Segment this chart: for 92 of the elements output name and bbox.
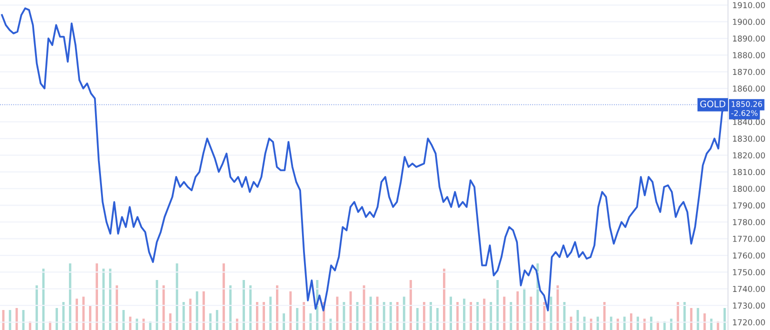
bar	[56, 308, 58, 330]
y-tick-label: 1740.00	[733, 286, 765, 292]
bar	[596, 316, 599, 330]
y-tick-label: 1840.00	[733, 118, 765, 126]
bar	[543, 302, 546, 330]
bar	[430, 302, 432, 330]
bar	[349, 291, 352, 330]
y-tick-label: 1770.00	[733, 236, 765, 242]
bar	[656, 321, 660, 330]
bar	[703, 313, 706, 330]
bar	[296, 308, 298, 330]
bar	[129, 316, 132, 330]
y-tick-label: 1860.00	[733, 86, 765, 92]
y-tick-label: 1790.00	[733, 202, 765, 208]
bar	[723, 308, 726, 330]
bar	[242, 280, 245, 330]
bar	[282, 313, 286, 330]
y-tick-label: 1820.00	[733, 152, 765, 158]
bar	[470, 302, 472, 330]
bar	[490, 302, 492, 330]
bar	[556, 285, 559, 330]
bar	[376, 296, 379, 330]
bar	[616, 318, 619, 330]
y-tick-label: 1780.00	[733, 219, 765, 226]
bar	[516, 291, 519, 330]
y-tick-label: 1760.00	[733, 252, 765, 259]
bar	[356, 302, 358, 330]
bar	[610, 316, 612, 330]
bar	[422, 302, 426, 330]
bar	[450, 296, 452, 330]
bar	[262, 302, 265, 330]
y-tick-label: 1830.00	[733, 136, 765, 142]
y-tick-label: 1720.00	[733, 319, 765, 326]
bar	[302, 302, 306, 330]
y-tick-label: 1910.00	[733, 2, 765, 8]
bar	[42, 268, 45, 330]
bar	[630, 313, 632, 330]
bar	[276, 285, 278, 330]
bar	[710, 318, 712, 330]
y-tick-label: 1890.00	[733, 35, 765, 42]
bar	[22, 310, 25, 330]
bar	[109, 268, 112, 330]
bar	[336, 296, 338, 330]
bar	[670, 318, 672, 330]
bar	[442, 268, 446, 330]
y-tick-label: 1900.00	[733, 18, 765, 25]
y-tick-label: 1750.00	[733, 269, 765, 276]
bar	[576, 310, 579, 330]
bar	[410, 280, 412, 330]
y-tick-label: 1800.00	[733, 186, 765, 192]
bar	[463, 298, 466, 330]
bar	[142, 318, 145, 330]
bar	[650, 316, 652, 330]
bar	[523, 288, 526, 330]
y-tick-label: 1870.00	[733, 68, 765, 75]
bar	[329, 318, 332, 330]
bar	[503, 296, 506, 330]
bar	[209, 313, 212, 330]
bar	[68, 263, 72, 330]
bar	[390, 302, 392, 330]
y-tick-label: 1810.00	[733, 169, 765, 176]
bar	[256, 302, 258, 330]
bar	[683, 302, 686, 330]
bar	[2, 310, 5, 330]
bar	[162, 285, 165, 330]
bar	[370, 296, 372, 330]
bar	[202, 291, 205, 330]
bar	[636, 316, 640, 330]
bar	[676, 302, 680, 330]
bar	[48, 321, 52, 330]
bar	[16, 308, 18, 330]
bar	[36, 285, 38, 330]
bar	[563, 302, 566, 330]
bar	[590, 318, 592, 330]
bar	[116, 285, 118, 330]
bar	[396, 302, 399, 330]
bar	[169, 313, 172, 330]
bar	[222, 263, 225, 330]
bar	[182, 302, 185, 330]
bar	[96, 263, 98, 330]
y-tick-label: 1880.00	[733, 52, 765, 58]
ref-line-label: GOLD	[700, 100, 726, 108]
bar	[88, 305, 92, 330]
bar	[76, 298, 78, 330]
bar	[136, 318, 138, 330]
bar	[189, 298, 192, 330]
bar	[236, 318, 238, 330]
bar	[149, 321, 152, 330]
y-tick-label: 1730.00	[733, 302, 765, 309]
bar	[483, 298, 486, 330]
bar	[690, 308, 692, 330]
bar	[583, 316, 586, 330]
